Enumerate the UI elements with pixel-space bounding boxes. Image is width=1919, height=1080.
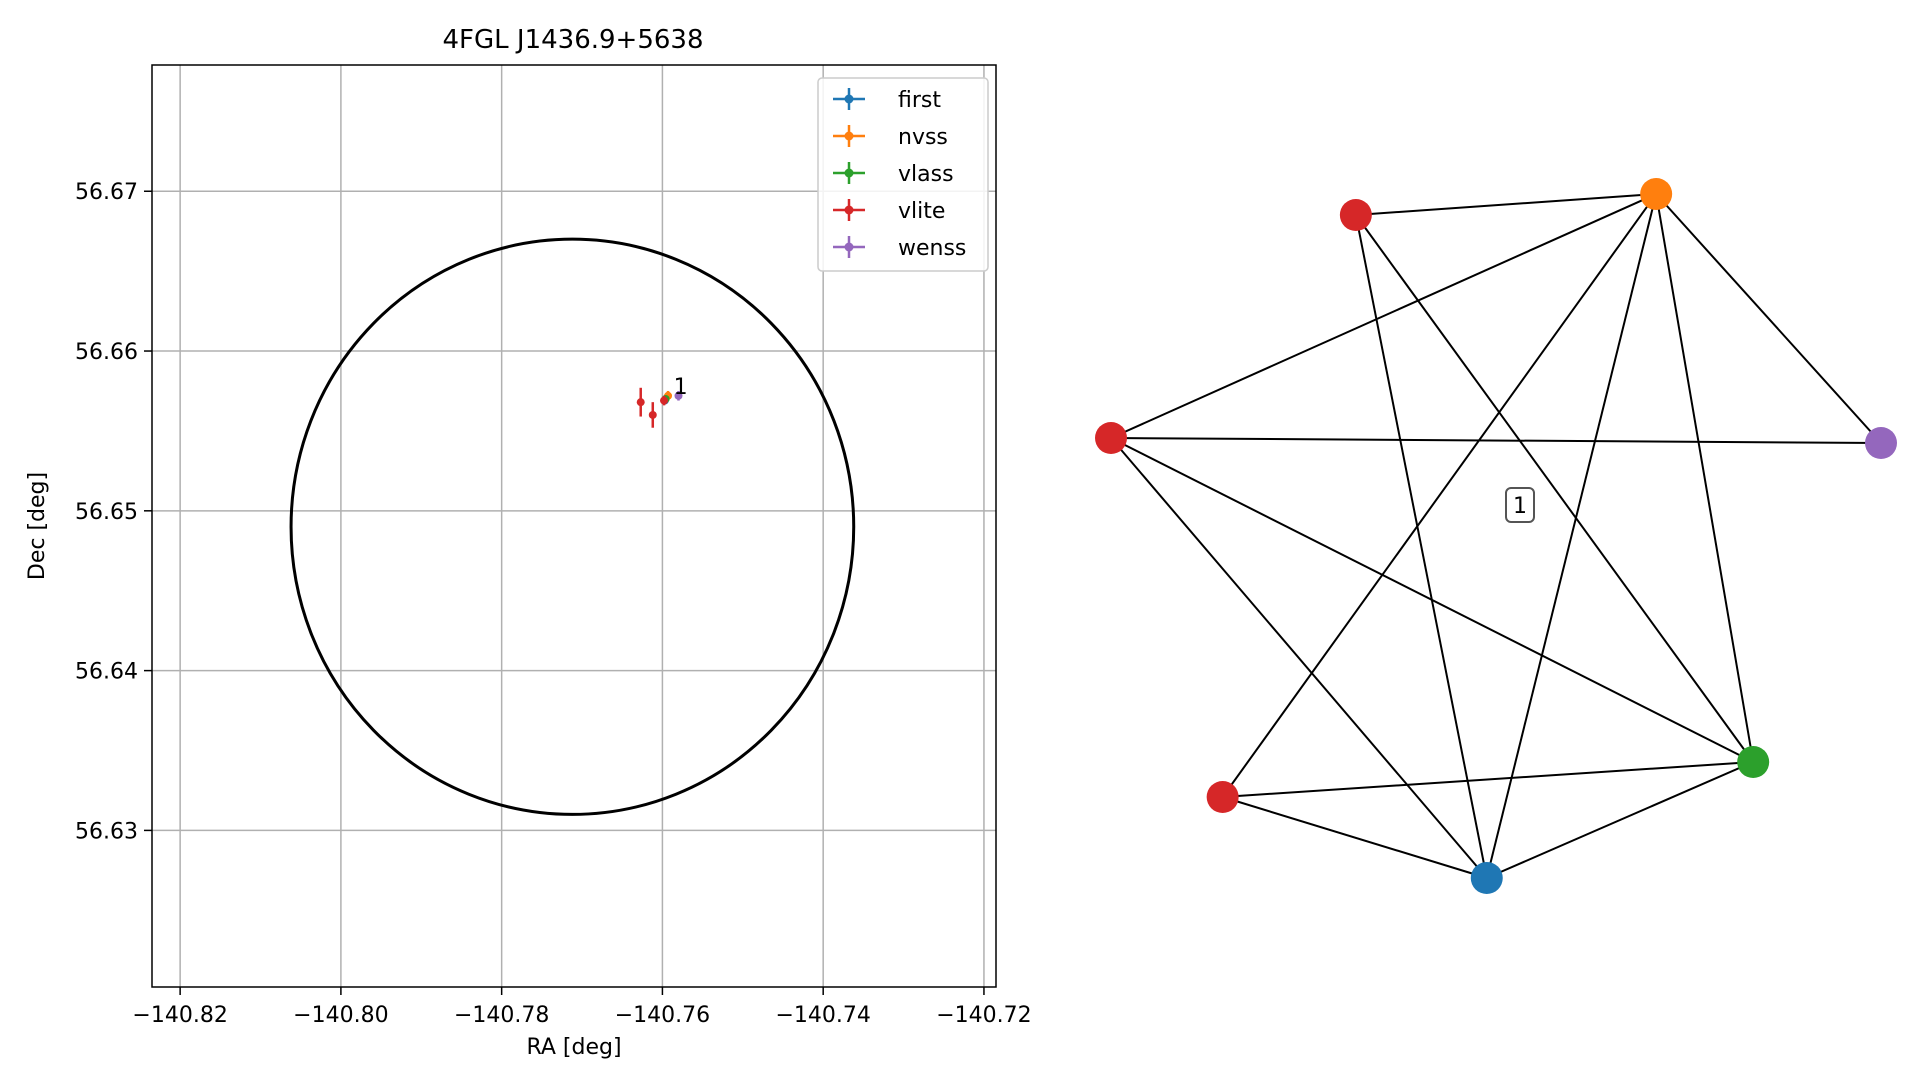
legend: first nvss vlass vlite wenss [817,77,989,272]
x-tick-label: −140.82 [132,1003,227,1028]
y-axis-label: Dec [deg] [25,472,50,580]
legend-frame [817,77,989,272]
node-orange [1640,178,1673,210]
edge-red-left-purple [1110,437,1882,444]
network-graph: 1 [1095,178,1897,894]
y-axis-ticks: 56.63 56.64 56.65 56.66 56.67 [75,180,152,844]
scatter-chart: 4FGL J1436.9+5638 1 −140.82 −140.80 −140.7… [25,25,1032,1060]
x-axis-ticks: −140.82 −140.80 −140.78 −140.76 −140.74 −140.… [132,987,1032,1028]
fermi-ellipse [289,237,856,816]
legend-label: vlass [898,162,954,187]
x-tick-label: −140.74 [775,1003,870,1028]
edge-red-left-green [1110,437,1754,763]
marker [648,410,657,419]
x-tick-label: −140.78 [454,1003,549,1028]
network-label-text: 1 [1513,494,1527,519]
edge-orange-red-bottom [1221,193,1657,798]
edge-orange-blue [1485,193,1658,879]
edge-red-top-blue [1354,214,1488,879]
marker [674,391,683,400]
y-tick-label: 56.63 [75,819,138,844]
legend-label: wenss [898,236,966,261]
x-tick-label: −140.76 [615,1003,710,1028]
edge-blue-green [1486,761,1754,879]
point-annotation: 1 [674,375,688,400]
legend-entry-vlite: vlite [833,199,945,224]
node-red-left [1095,422,1127,454]
x-tick-label: −140.72 [936,1003,1031,1028]
node-red-bottom [1206,781,1239,813]
data-point-vlite [636,387,645,417]
y-tick-label: 56.67 [75,180,138,205]
network-label: 1 [1505,487,1535,523]
data-point-wenss [674,390,683,401]
legend-label: nvss [898,125,948,150]
node-purple [1865,427,1897,459]
legend-label: first [898,88,941,113]
edge-red-top-orange [1355,193,1657,216]
legend-marker [844,168,854,178]
edge-red-bottom-green [1222,761,1754,798]
legend-marker [844,242,854,252]
legend-entry-vlass: vlass [833,162,954,187]
legend-marker [844,131,854,141]
edge-orange-red-left [1110,193,1657,439]
node-green [1737,746,1770,778]
node-blue [1470,862,1503,894]
error-bars [636,387,683,428]
y-tick-label: 56.65 [75,500,138,525]
legend-entry-wenss: wenss [833,236,966,261]
legend-marker [844,205,854,215]
edge-red-left-blue [1110,437,1488,879]
edge-red-bottom-blue [1222,796,1488,879]
legend-entry-first: first [833,88,941,113]
x-axis-label: RA [deg] [526,1035,621,1060]
legend-entry-nvss: nvss [833,125,948,150]
legend-marker [844,94,854,104]
edge-orange-purple [1655,193,1882,444]
edge-orange-green [1655,193,1755,763]
edge-red-top-green [1355,214,1754,763]
data-point-vlite [660,395,669,406]
chart-title: 4FGL J1436.9+5638 [443,25,704,55]
x-tick-label: −140.80 [293,1003,388,1028]
data-point-vlite [648,402,657,428]
node-red-top [1339,199,1372,231]
marker [636,398,645,407]
y-tick-label: 56.64 [75,660,138,685]
marker [660,396,669,405]
plot-frame [151,64,997,988]
legend-label: vlite [898,199,945,224]
y-tick-label: 56.66 [75,340,138,365]
